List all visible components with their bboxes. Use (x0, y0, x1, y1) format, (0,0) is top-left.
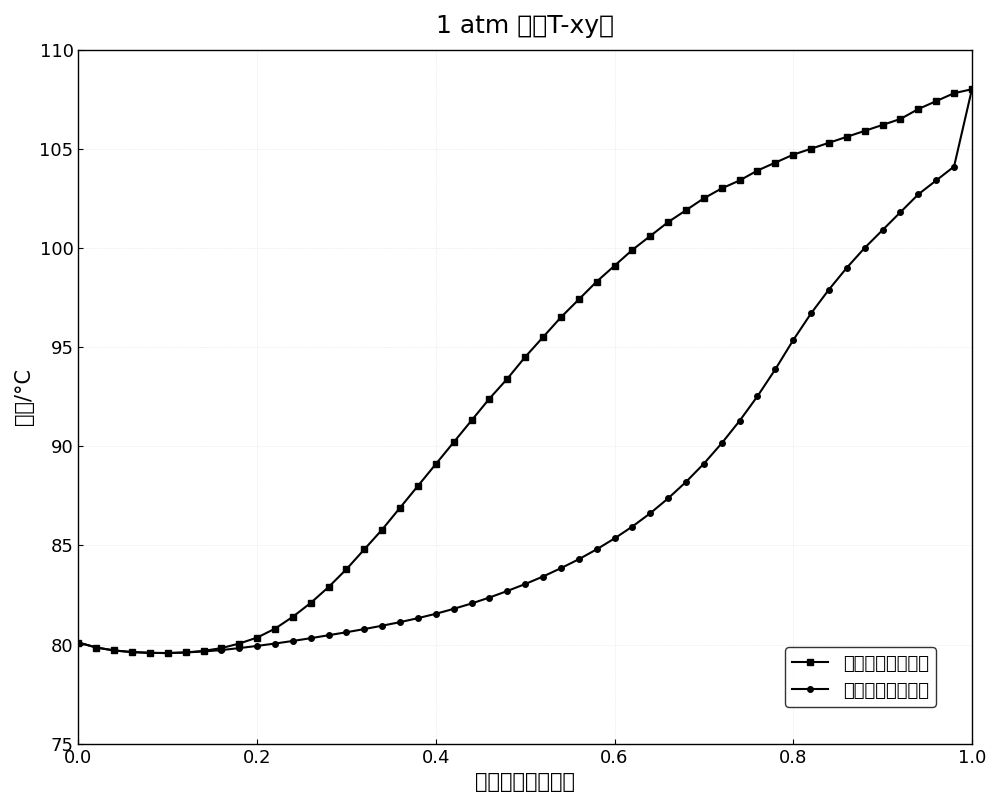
X-axis label: 异丁醇的摸尔分数: 异丁醇的摸尔分数 (475, 772, 575, 792)
异丁醇的液相组成 (162, 648, 174, 658)
异丁醇的气相组成 (680, 206, 692, 215)
异丁醇的气相组成 (72, 638, 84, 647)
异丁醇的气相组成 (966, 85, 978, 94)
异丁醇的液相组成 (376, 621, 388, 630)
异丁醇的液相组成 (948, 162, 960, 172)
异丁醇的液相组成 (287, 636, 299, 646)
异丁醇的气相组成 (287, 612, 299, 621)
Legend: 异丁醇的气相组成, 异丁醇的液相组成: 异丁醇的气相组成, 异丁醇的液相组成 (785, 647, 936, 707)
Line: 异丁醇的气相组成: 异丁醇的气相组成 (76, 86, 975, 656)
异丁醇的气相组成 (734, 176, 746, 185)
Title: 1 atm 下的T-xy图: 1 atm 下的T-xy图 (436, 14, 614, 38)
异丁醇的液相组成 (680, 477, 692, 487)
异丁醇的液相组成 (734, 416, 746, 426)
异丁醇的液相组成 (358, 624, 370, 634)
Y-axis label: 温度/°C: 温度/°C (14, 368, 34, 425)
异丁醇的气相组成 (376, 525, 388, 534)
异丁醇的液相组成 (966, 85, 978, 94)
异丁醇的气相组成 (162, 648, 174, 658)
异丁醇的气相组成 (948, 89, 960, 98)
异丁醇的液相组成 (72, 638, 84, 647)
Line: 异丁醇的液相组成: 异丁醇的液相组成 (76, 86, 975, 656)
异丁醇的气相组成 (358, 545, 370, 555)
